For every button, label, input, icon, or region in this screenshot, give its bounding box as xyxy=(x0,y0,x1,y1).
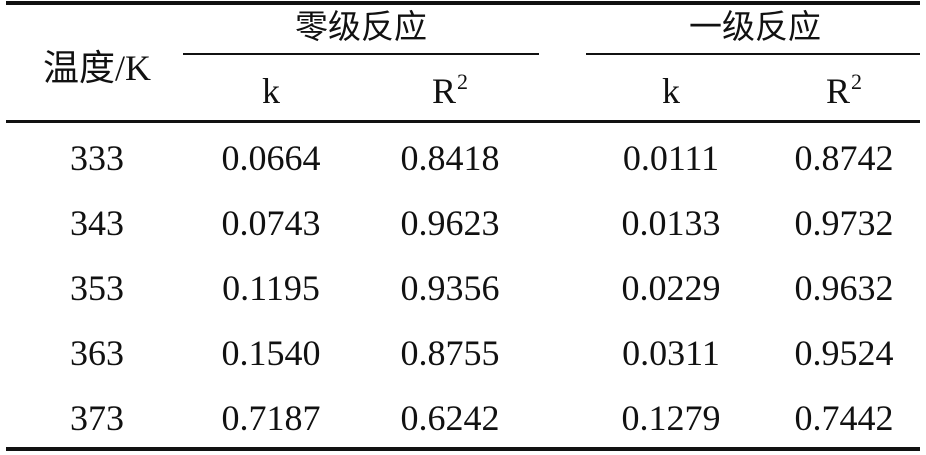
header-r2-first: R2 xyxy=(825,69,863,116)
cell-k-zero-order: 0.1540 xyxy=(221,333,321,373)
cell-temperature: 373 xyxy=(70,398,124,438)
zero-order-underline xyxy=(183,53,539,55)
cell-r2-zero-order: 0.8418 xyxy=(400,138,500,178)
cell-k-zero-order: 0.0664 xyxy=(221,138,321,178)
header-k-first: k xyxy=(662,71,680,111)
r-symbol: R xyxy=(825,71,851,111)
header-r2-zero: R2 xyxy=(431,69,469,116)
header-k-zero: k xyxy=(262,71,280,111)
cell-r2-zero-order: 0.6242 xyxy=(400,398,500,438)
cell-k-first-order: 0.0111 xyxy=(622,138,720,178)
cell-k-first-order: 0.1279 xyxy=(621,398,721,438)
cell-k-zero-order: 0.7187 xyxy=(221,398,321,438)
header-zero-order: 零级反应 xyxy=(295,10,427,46)
cell-r2-first-order: 0.9732 xyxy=(794,203,894,243)
header-rule xyxy=(6,120,920,123)
cell-k-zero-order: 0.0743 xyxy=(221,203,321,243)
r-exponent: 2 xyxy=(851,69,863,94)
cell-temperature: 363 xyxy=(70,333,124,373)
cell-r2-first-order: 0.7442 xyxy=(794,398,894,438)
cell-k-first-order: 0.0311 xyxy=(622,333,720,373)
cell-r2-zero-order: 0.9356 xyxy=(400,268,500,308)
header-temperature: 温度/K xyxy=(42,48,152,88)
top-rule xyxy=(6,1,920,5)
r-exponent: 2 xyxy=(457,69,469,94)
cell-k-zero-order: 0.1195 xyxy=(222,268,320,308)
r-symbol: R xyxy=(431,71,457,111)
bottom-rule xyxy=(6,447,920,451)
cell-r2-zero-order: 0.9623 xyxy=(400,203,500,243)
first-order-underline xyxy=(586,53,920,55)
cell-temperature: 333 xyxy=(70,138,124,178)
cell-temperature: 353 xyxy=(70,268,124,308)
cell-temperature: 343 xyxy=(70,203,124,243)
cell-k-first-order: 0.0133 xyxy=(621,203,721,243)
header-first-order: 一级反应 xyxy=(689,10,821,46)
cell-r2-zero-order: 0.8755 xyxy=(400,333,500,373)
cell-r2-first-order: 0.8742 xyxy=(794,138,894,178)
cell-r2-first-order: 0.9524 xyxy=(794,333,894,373)
cell-k-first-order: 0.0229 xyxy=(621,268,721,308)
cell-r2-first-order: 0.9632 xyxy=(794,268,894,308)
